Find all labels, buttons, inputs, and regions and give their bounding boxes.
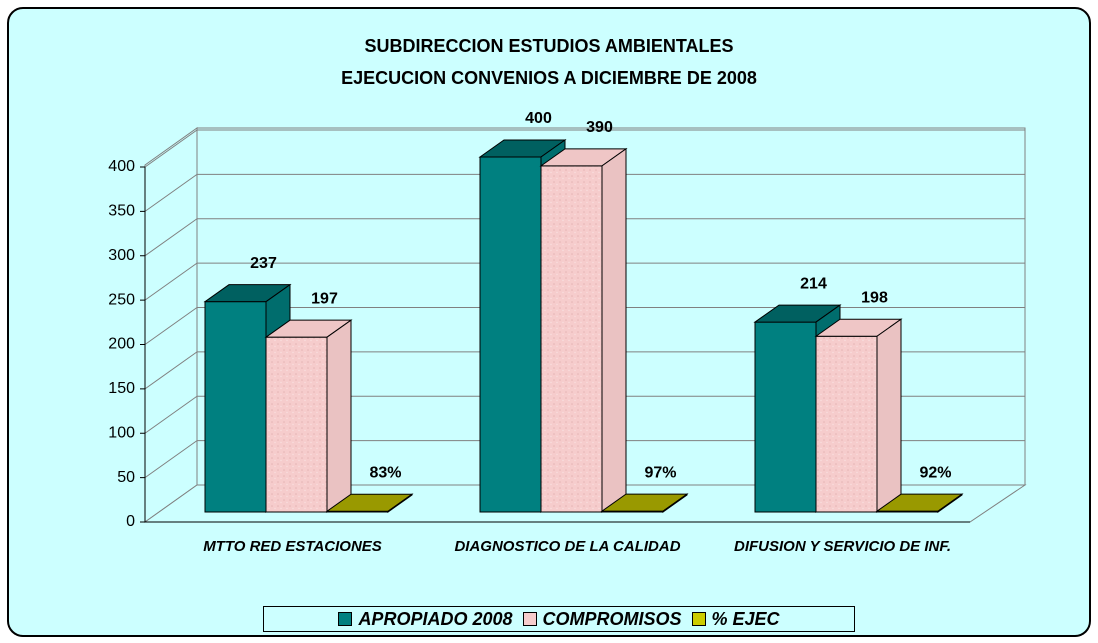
legend-swatch — [691, 612, 706, 626]
grid-line — [144, 129, 198, 168]
legend-swatch — [338, 612, 353, 626]
y-tick-label: 150 — [108, 380, 135, 397]
bar-front — [540, 165, 603, 513]
bar-side — [937, 493, 963, 513]
value-label: 214 — [800, 275, 827, 292]
grid-line — [144, 262, 198, 301]
bar-front — [754, 321, 817, 513]
value-label: 237 — [250, 255, 277, 272]
legend-item: % EJEC — [691, 608, 780, 630]
y-tick-label: 250 — [108, 291, 135, 308]
y-tick-label: 0 — [126, 513, 135, 530]
y-tick-label: 200 — [108, 336, 135, 353]
y-tick-label: 350 — [108, 203, 135, 220]
bar-side — [387, 493, 413, 513]
y-tick-label: 100 — [108, 424, 135, 441]
value-label: 97% — [644, 464, 676, 481]
legend-item: COMPROMISOS — [522, 608, 682, 630]
x-tick-label: DIAGNOSTICO DE LA CALIDAD — [454, 538, 681, 555]
y-tick-label: 50 — [117, 469, 135, 486]
grid-line — [144, 395, 198, 434]
bar-side — [876, 318, 902, 513]
bar-front — [479, 156, 542, 513]
side-wall — [144, 127, 198, 523]
value-label: 390 — [586, 119, 613, 136]
bar — [264, 319, 353, 513]
grid-line — [144, 351, 198, 390]
value-label: 197 — [311, 290, 338, 307]
bar-side — [326, 319, 352, 513]
bar-side — [601, 147, 627, 513]
legend-label: COMPROMISOS — [542, 608, 682, 629]
chart-title: EJECUCION CONVENIOS A DICIEMBRE DE 2008 — [341, 68, 757, 88]
bar-front — [204, 301, 267, 513]
grid-line — [144, 173, 198, 212]
bar-side — [662, 493, 688, 513]
value-label: 83% — [369, 464, 401, 481]
x-tick-label: MTTO RED ESTACIONES — [203, 538, 382, 555]
value-label: 92% — [919, 464, 951, 481]
bar-front — [265, 336, 328, 513]
y-tick-label: 300 — [108, 247, 135, 264]
value-label: 198 — [861, 289, 888, 306]
grid-line — [144, 307, 198, 345]
grid-line — [144, 218, 198, 257]
bar — [539, 147, 628, 513]
bar — [600, 493, 689, 513]
legend-item: APROPIADO 2008 — [338, 608, 513, 630]
legend-swatch — [522, 612, 537, 626]
value-label: 400 — [525, 110, 552, 127]
x-tick-label: DIFUSION Y SERVICIO DE INF. — [734, 538, 951, 555]
bar — [875, 493, 964, 513]
chart-title: SUBDIRECCION ESTUDIOS AMBIENTALES — [364, 36, 734, 56]
bar-front — [815, 335, 878, 513]
bar — [814, 318, 903, 513]
grid-line — [144, 440, 198, 479]
legend-label: APROPIADO 2008 — [358, 608, 513, 629]
legend-label: % EJEC — [711, 608, 780, 629]
legend: APROPIADO 2008 COMPROMISOS % EJEC — [263, 606, 855, 632]
y-tick-label: 400 — [108, 158, 135, 175]
bar — [325, 493, 414, 513]
